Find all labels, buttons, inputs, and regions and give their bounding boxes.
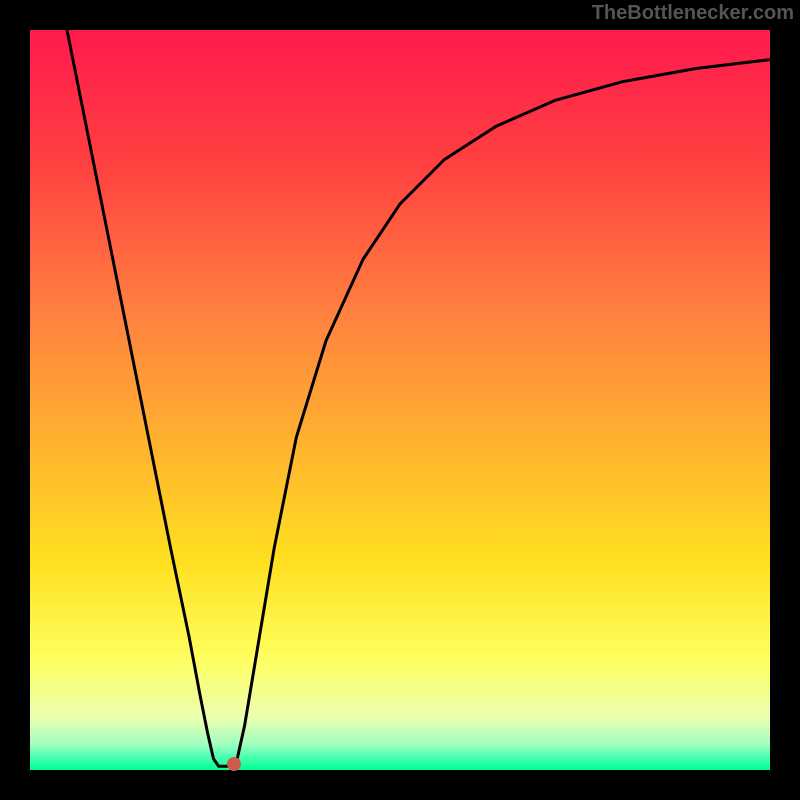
attribution-text: TheBottlenecker.com (592, 2, 794, 25)
chart-container: TheBottlenecker.com (0, 0, 800, 800)
plot-area (30, 30, 770, 770)
gradient-background (30, 30, 770, 770)
optimal-point-marker (227, 757, 241, 771)
